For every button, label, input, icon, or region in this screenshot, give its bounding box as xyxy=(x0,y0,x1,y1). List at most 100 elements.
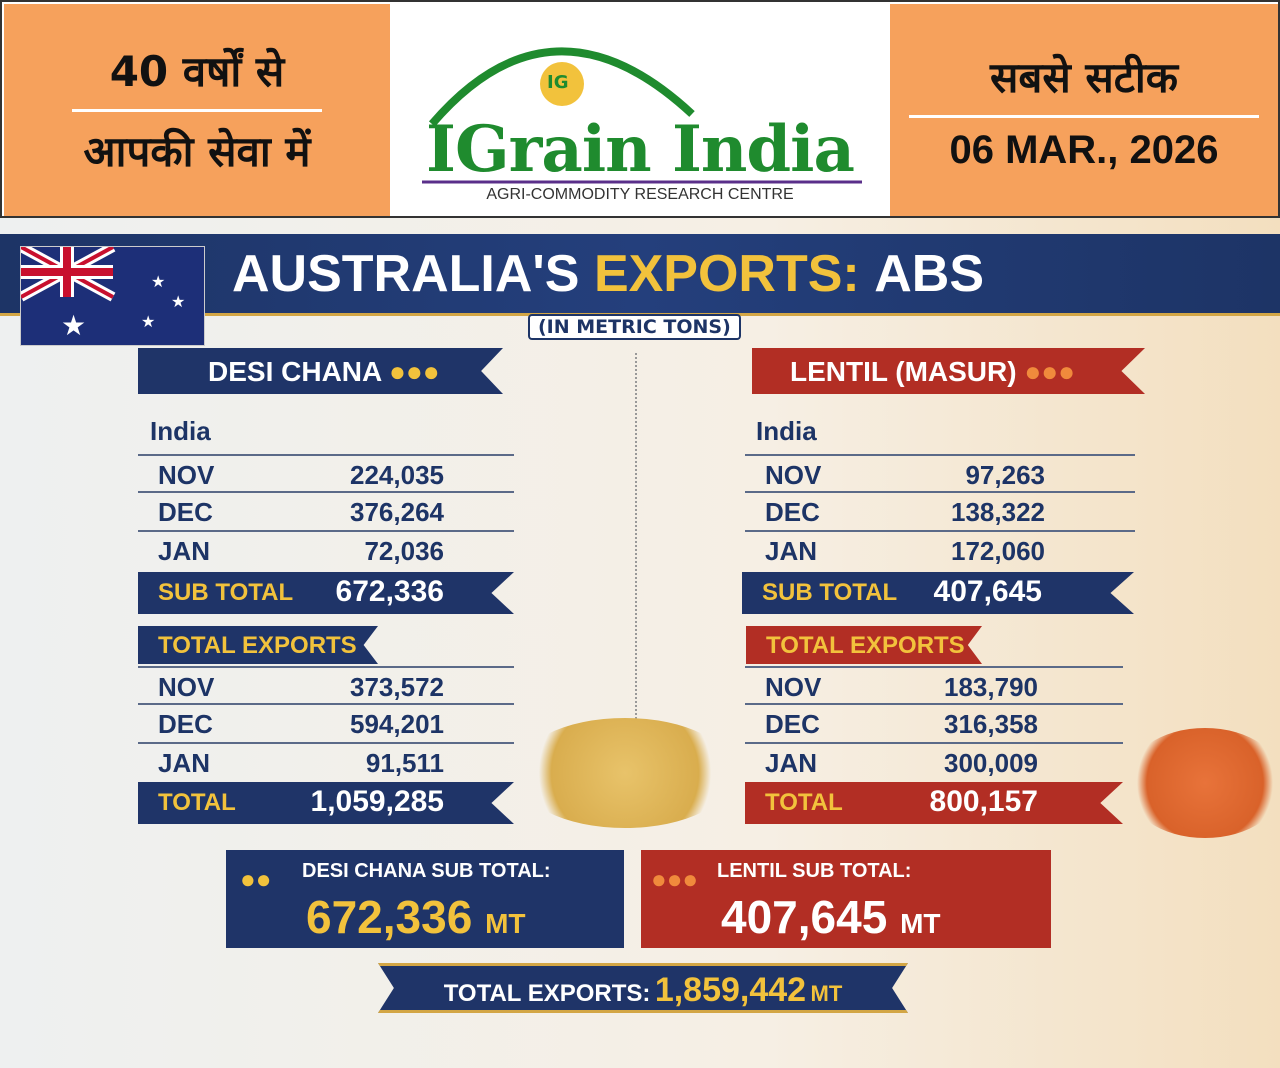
header-right-panel: सबसे सटीक 06 MAR., 2026 xyxy=(890,4,1278,216)
title-part: AUSTRALIA'S xyxy=(232,245,580,303)
value: 316,358 xyxy=(944,709,1038,739)
logo-arc-icon xyxy=(422,47,862,184)
chana-header: DESI CHANA ●●● xyxy=(138,348,503,394)
header: 40 वर्षों से आपकी सेवा में IG IGrain Ind… xyxy=(0,0,1280,218)
tagline-service: आपकी सेवा में xyxy=(83,126,311,176)
lentil-summary-label: LENTIL SUB TOTAL: xyxy=(717,860,912,882)
infographic: ★ ★ ★ ★ AUSTRALIA'S EXPORTS: ABS (IN METRIC… xyxy=(0,218,1280,1068)
lentil-pile-image xyxy=(1125,728,1280,838)
unit-label: (IN METRIC TONS) xyxy=(528,314,741,340)
table-row: JAN 172,060 xyxy=(745,532,1135,571)
month: NOV xyxy=(765,672,822,702)
table-row: NOV 373,572 xyxy=(138,666,514,705)
title-part: ABS xyxy=(874,245,985,303)
value: 138,322 xyxy=(951,497,1045,527)
svg-text:★: ★ xyxy=(141,312,155,331)
title-part-highlight: EXPORTS: xyxy=(593,245,860,303)
title-banner: ★ ★ ★ ★ AUSTRALIA'S EXPORTS: ABS xyxy=(0,234,1280,346)
lentil-total-exports-header: TOTAL EXPORTS xyxy=(746,626,982,664)
svg-text:★: ★ xyxy=(171,292,185,311)
table-row: JAN 300,009 xyxy=(745,744,1123,783)
unit: MT xyxy=(900,908,941,939)
label: TOTAL xyxy=(158,789,236,816)
value: 72,036 xyxy=(364,536,444,566)
value: 672,336 xyxy=(335,575,444,608)
chana-summary-label: DESI CHANA SUB TOTAL: xyxy=(302,860,551,882)
value: 1,059,285 xyxy=(310,785,444,818)
label: SUB TOTAL xyxy=(158,579,294,606)
chickpea-pile-image xyxy=(515,718,735,828)
main-title: AUSTRALIA'S EXPORTS: ABS xyxy=(232,244,984,304)
table-row: NOV 97,263 xyxy=(745,454,1135,493)
label: SUB TOTAL xyxy=(762,579,898,606)
lentil-india-label: India xyxy=(756,416,817,446)
unit: MT xyxy=(485,908,526,939)
lentil-header: LENTIL (MASUR) ●●● xyxy=(752,348,1145,394)
header-left-panel: 40 वर्षों से आपकी सेवा में xyxy=(4,4,390,216)
table-row: DEC 316,358 xyxy=(745,705,1123,744)
australia-flag-icon: ★ ★ ★ ★ xyxy=(18,242,205,346)
brand-tagline: AGRI-COMMODITY RESEARCH CENTRE xyxy=(486,186,794,203)
chana-subtotal-row: SUB TOTAL 672,336 xyxy=(138,572,514,614)
value: 373,572 xyxy=(350,672,444,702)
lentil-summary-box: ●●● LENTIL SUB TOTAL: 407,645 MT xyxy=(641,850,1051,948)
report-date: 06 MAR., 2026 xyxy=(949,127,1219,172)
value: 376,264 xyxy=(350,497,444,527)
month: JAN xyxy=(158,748,211,778)
igrain-logo: IG IGrain India AGRI-COMMODITY RESEARCH … xyxy=(392,4,888,216)
value: 172,060 xyxy=(951,536,1045,566)
lentil-title: LENTIL (MASUR) xyxy=(790,356,1017,387)
month: JAN xyxy=(158,536,211,566)
lentil-icon: ●●● xyxy=(1024,356,1076,387)
grand-total-value: 1,859,442 xyxy=(654,971,807,1009)
svg-text:★: ★ xyxy=(61,309,86,342)
value: 407,645 xyxy=(721,891,888,943)
month: DEC xyxy=(158,497,213,527)
value: 91,511 xyxy=(365,748,444,778)
month: JAN xyxy=(765,536,818,566)
chana-title: DESI CHANA xyxy=(208,356,382,387)
table-row: JAN 72,036 xyxy=(138,532,514,571)
lentil-summary-value: 407,645 MT xyxy=(721,890,941,944)
month: DEC xyxy=(158,709,213,739)
divider xyxy=(909,114,1259,118)
table-row: DEC 376,264 xyxy=(138,493,514,532)
divider xyxy=(72,108,322,112)
tagline-accurate: सबसे सटीक xyxy=(989,52,1179,102)
grand-total-label: TOTAL EXPORTS: xyxy=(443,980,651,1007)
svg-text:★: ★ xyxy=(151,272,165,291)
chana-total-row: TOTAL 1,059,285 xyxy=(138,782,514,824)
chana-summary-value: 672,336 MT xyxy=(306,890,526,944)
lentil-subtotal-row: SUB TOTAL 407,645 xyxy=(742,572,1134,614)
month: DEC xyxy=(765,497,820,527)
chana-india-label: India xyxy=(150,416,211,446)
column-divider xyxy=(635,353,637,823)
logo-mark: IG xyxy=(547,72,569,93)
grand-total-banner: TOTAL EXPORTS: 1,859,442 MT xyxy=(378,963,908,1013)
lentil-icon: ●●● xyxy=(651,864,699,894)
value: 300,009 xyxy=(944,748,1038,778)
value: 97,263 xyxy=(965,460,1045,490)
table-row: JAN 91,511 xyxy=(138,744,514,783)
value: 800,157 xyxy=(929,785,1038,818)
month: DEC xyxy=(765,709,820,739)
value: 407,645 xyxy=(933,575,1042,608)
tagline-years: 40 वर्षों से xyxy=(109,46,285,96)
value: 224,035 xyxy=(350,460,444,490)
month: JAN xyxy=(765,748,818,778)
table-row: NOV 224,035 xyxy=(138,454,514,493)
month: NOV xyxy=(158,460,215,490)
unit: MT xyxy=(810,981,843,1006)
month: NOV xyxy=(765,460,822,490)
chana-total-exports-header: TOTAL EXPORTS xyxy=(138,626,378,664)
label: TOTAL xyxy=(765,789,843,816)
lentil-total-row: TOTAL 800,157 xyxy=(745,782,1123,824)
table-row: DEC 594,201 xyxy=(138,705,514,744)
value: 672,336 xyxy=(306,891,473,943)
value: 594,201 xyxy=(350,709,444,739)
table-row: DEC 138,322 xyxy=(745,493,1135,532)
chana-summary-box: ●● DESI CHANA SUB TOTAL: 672,336 MT xyxy=(226,850,624,948)
value: 183,790 xyxy=(944,672,1038,702)
chickpea-icon: ●●● xyxy=(388,356,440,387)
brand-name: IGrain India xyxy=(426,112,855,187)
